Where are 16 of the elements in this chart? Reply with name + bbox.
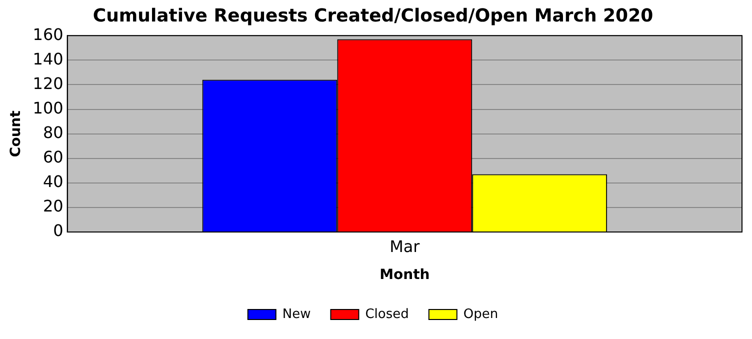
- y-tick-label: 160: [32, 24, 64, 44]
- legend-label: Open: [463, 306, 498, 322]
- y-tick-label: 100: [32, 98, 64, 118]
- y-tick-label: 40: [42, 172, 64, 192]
- chart-title: Cumulative Requests Created/Closed/Open March 2020: [92, 5, 654, 26]
- legend-label: New: [282, 306, 312, 322]
- x-tick-label: Mar: [390, 236, 420, 256]
- y-tick-label: 120: [32, 74, 64, 93]
- y-tick-label: 20: [42, 196, 64, 216]
- y-tick-label: 140: [32, 49, 64, 68]
- x-axis-title: Month: [380, 267, 430, 284]
- y-tick-label: 80: [42, 122, 64, 142]
- y-axis-title: Count: [8, 110, 24, 158]
- legend-label: Closed: [365, 306, 409, 322]
- y-tick-label: 60: [42, 148, 64, 167]
- y-tick-label: 0: [53, 221, 64, 240]
